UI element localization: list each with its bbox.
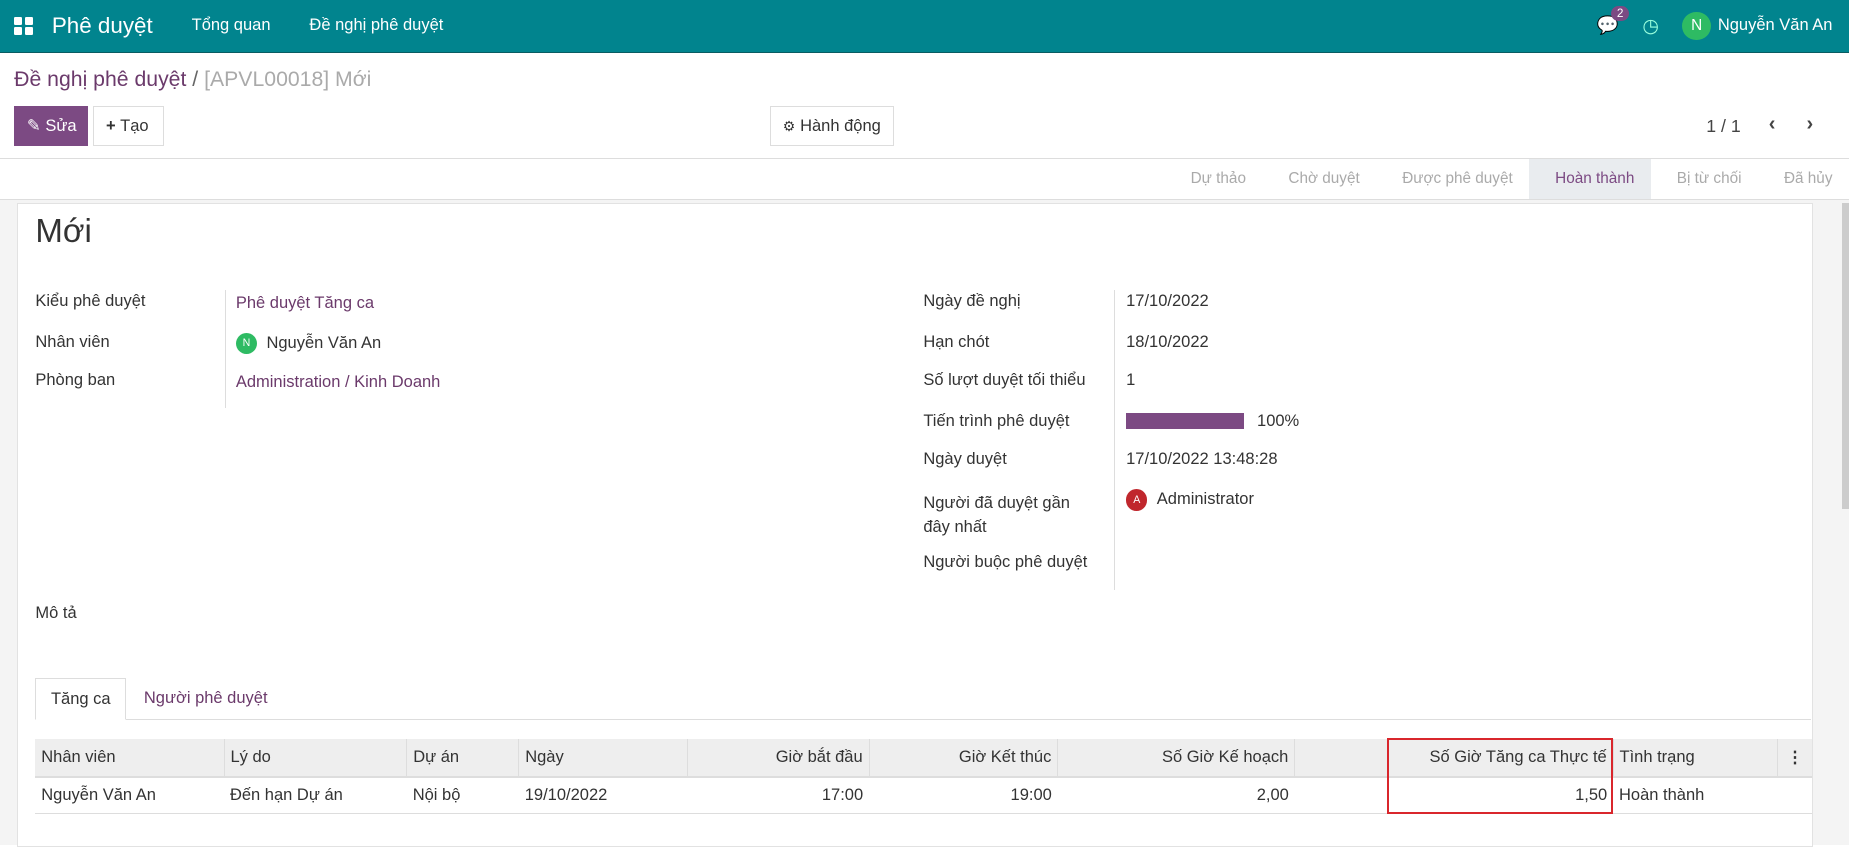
type-label: Kiểu phê duyệt — [35, 292, 146, 311]
stage-waiting[interactable]: Chờ duyệt — [1288, 170, 1360, 188]
col-actual-hours[interactable]: Số Giờ Tăng ca Thực tế — [1294, 739, 1614, 778]
progress-fill — [1126, 412, 1245, 430]
tab-overtime[interactable]: Tăng ca — [35, 678, 127, 721]
approved-date-label: Ngày duyệt — [923, 450, 1007, 469]
tabs-divider — [35, 719, 1812, 721]
breadcrumb-current: [APVL00018] Mới — [204, 68, 372, 92]
cell-actual-hours: 1,50 — [1294, 776, 1614, 815]
edit-button[interactable]: ✎ Sửa — [14, 106, 89, 147]
deadline-label: Hạn chót — [923, 332, 990, 351]
progress-label: Tiến trình phê duyệt — [923, 411, 1070, 430]
chevron-left-icon[interactable]: ‹ — [1768, 113, 1776, 136]
col-end[interactable]: Giờ Kết thúc — [868, 739, 1058, 778]
messages-icon[interactable]: 💬 2 — [1597, 6, 1630, 36]
highlight-box — [1386, 738, 1614, 814]
deadline-value: 18/10/2022 — [1126, 332, 1209, 351]
menu-overview[interactable]: Tổng quan — [191, 16, 271, 35]
top-navbar: Phê duyệt Tổng quan Đề nghị phê duyệt 💬 2… — [0, 0, 1849, 53]
stage-done[interactable]: Hoàn thành — [1529, 159, 1651, 200]
min-approvals-value: 1 — [1126, 371, 1136, 390]
department-value[interactable]: Administration / Kinh Doanh — [235, 372, 441, 391]
cell-date: 19/10/2022 — [518, 776, 688, 815]
plus-icon: + — [105, 116, 116, 135]
employee-value[interactable]: N Nguyễn Văn An — [235, 332, 381, 354]
employee-label: Nhân viên — [35, 332, 110, 351]
request-date-label: Ngày đề nghị — [923, 292, 1021, 311]
cell-reason: Đến hạn Dự án — [224, 776, 407, 815]
col-employee[interactable]: Nhân viên — [35, 739, 225, 778]
status-bar: Dự thảo Chờ duyệt Được phê duyệt Hoàn th… — [1165, 159, 1849, 200]
table-header: Nhân viên Lý do Dự án Ngày Giờ bắt đầu G… — [35, 739, 1813, 778]
scrollbar[interactable] — [1841, 202, 1849, 510]
forced-approver-label: Người buộc phê duyệt — [923, 553, 1088, 572]
cell-project: Nội bộ — [406, 776, 519, 815]
pager-value[interactable]: 1 / 1 — [1706, 115, 1741, 136]
user-menu[interactable]: N Nguyễn Văn An — [1682, 11, 1833, 41]
table-row[interactable]: Nguyễn Văn An Đến hạn Dự án Nội bộ 19/10… — [35, 776, 1813, 815]
col-start[interactable]: Giờ bắt đầu — [686, 739, 870, 778]
create-button[interactable]: + Tạo — [93, 106, 164, 147]
type-value[interactable]: Phê duyệt Tăng ca — [235, 293, 375, 312]
overtime-table: Nhân viên Lý do Dự án Ngày Giờ bắt đầu G… — [35, 739, 1813, 815]
last-approver-value[interactable]: A Administrator — [1126, 489, 1254, 511]
department-label: Phòng ban — [35, 371, 116, 390]
user-name: Nguyễn Văn An — [1717, 16, 1833, 35]
breadcrumb-parent[interactable]: Đề nghị phê duyệt — [14, 68, 187, 92]
stage-refused[interactable]: Bị từ chối — [1676, 170, 1742, 188]
cell-start: 17:00 — [687, 776, 870, 815]
stage-approved[interactable]: Được phê duyệt — [1402, 170, 1513, 188]
description-label: Mô tả — [35, 603, 77, 622]
min-approvals-label: Số lượt duyệt tối thiểu — [923, 371, 1086, 390]
col-status[interactable]: Tình trạng — [1612, 739, 1778, 778]
cell-planned-hours: 2,00 — [1057, 776, 1295, 815]
progress-value: 100% — [1257, 411, 1300, 430]
avatar: N — [235, 332, 258, 354]
avatar: N — [1682, 11, 1711, 41]
pencil-icon: ✎ — [26, 117, 41, 136]
col-project[interactable]: Dự án — [406, 739, 519, 778]
col-reason[interactable]: Lý do — [223, 739, 407, 778]
stage-draft[interactable]: Dự thảo — [1190, 170, 1246, 188]
chevron-right-icon[interactable]: › — [1806, 113, 1814, 136]
gear-icon: ⚙ — [782, 117, 796, 134]
divider — [0, 199, 1849, 201]
cell-employee: Nguyễn Văn An — [35, 776, 225, 815]
apps-menu-icon[interactable] — [14, 16, 33, 36]
tab-approvers[interactable]: Người phê duyệt — [143, 688, 268, 707]
app-name[interactable]: Phê duyệt — [51, 12, 153, 38]
last-approver-label: Người đã duyệt gần đây nhất — [923, 493, 1070, 537]
activity-clock-icon[interactable]: ◷ — [1642, 14, 1659, 36]
col-date[interactable]: Ngày — [518, 739, 688, 778]
progress-bar — [1126, 412, 1245, 430]
divider — [0, 158, 1849, 159]
col-planned-hours[interactable]: Số Giờ Kế hoạch — [1057, 739, 1295, 778]
messages-badge: 2 — [1610, 6, 1630, 22]
menu-requests[interactable]: Đề nghị phê duyệt — [309, 16, 444, 35]
cell-end: 19:00 — [869, 776, 1058, 815]
request-date-value: 17/10/2022 — [1126, 292, 1209, 311]
cell-status: Hoàn thành — [1613, 776, 1778, 815]
record-title: Mới — [35, 212, 92, 250]
divider — [1114, 290, 1116, 590]
column-options-icon[interactable]: ⋮ — [1776, 739, 1813, 778]
stage-cancelled[interactable]: Đã hủy — [1783, 170, 1833, 188]
action-button[interactable]: ⚙ Hành động — [770, 106, 894, 147]
approved-date-value: 17/10/2022 13:48:28 — [1126, 450, 1278, 469]
avatar: A — [1126, 489, 1148, 511]
divider — [225, 290, 227, 408]
breadcrumb: Đề nghị phê duyệt / [APVL00018] Mới — [14, 68, 372, 92]
